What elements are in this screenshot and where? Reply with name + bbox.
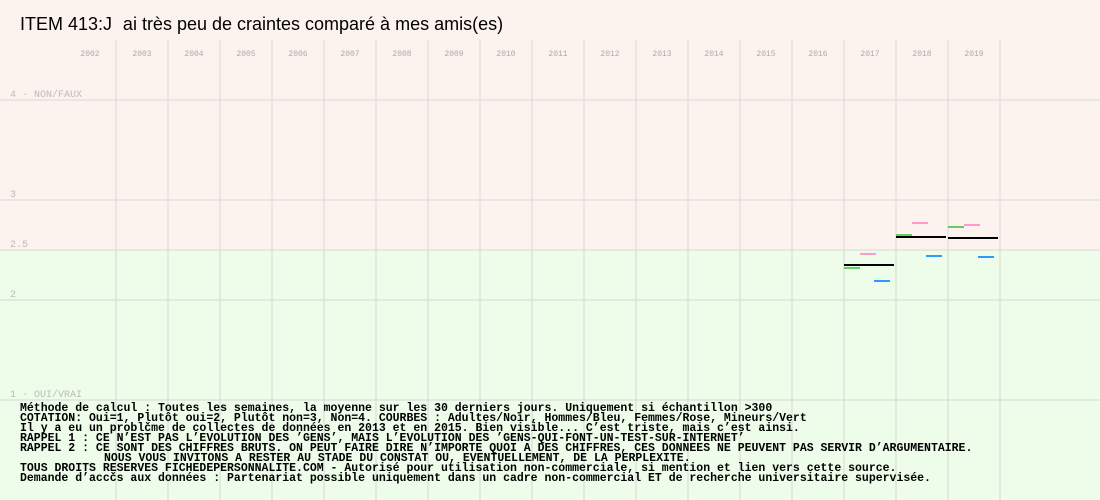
lower-band (0, 250, 1100, 500)
note-line: RAPPEL 1 : CE N’EST PAS L’EVOLUTION DES … (20, 432, 745, 445)
x-tick-label: 2002 (80, 50, 99, 59)
x-tick-label: 2006 (288, 50, 307, 59)
x-tick-label: 2009 (444, 50, 463, 59)
x-tick-label: 2015 (756, 50, 775, 59)
y-tick-label: 4 - NON/FAUX (10, 89, 82, 101)
y-tick-label: 2.5 (10, 240, 28, 251)
x-tick-label: 2017 (860, 50, 879, 59)
x-tick-label: 2019 (964, 50, 983, 59)
note-line: NOUS VOUS INVITONS A RESTER AU STADE DU … (104, 452, 691, 465)
note-line: RAPPEL 2 : CE SONT DES CHIFFRES BRUTS. O… (20, 442, 972, 455)
chart-title: ITEM 413:Jai très peu de craintes compa… (20, 14, 503, 34)
x-tick-label: 2018 (912, 50, 931, 59)
x-tick-label: 2011 (548, 50, 567, 59)
x-tick-label: 2008 (392, 50, 411, 59)
y-tick-label: 3 (10, 190, 16, 201)
x-tick-label: 2004 (184, 50, 203, 59)
y-tick-label: 1 - OUI/VRAI (10, 389, 82, 401)
note-line: COTATION: Oui=1, Plutôt oui=2, Plutôt no… (20, 412, 807, 425)
note-line: Méthode de calcul : Toutes les semaines,… (20, 402, 772, 415)
note-line: Demande d’accčs aux données : Partenaria… (20, 472, 931, 485)
upper-band (0, 0, 1100, 250)
x-tick-label: 2003 (132, 50, 151, 59)
x-tick-label: 2007 (340, 50, 359, 59)
note-line: TOUS DROITS RESERVES FICHEDEPERSONNALITE… (20, 462, 896, 475)
note-line: Il y a eu un problčme de collectes de do… (20, 422, 800, 435)
x-tick-label: 2016 (808, 50, 827, 59)
x-tick-label: 2012 (600, 50, 619, 59)
x-tick-label: 2005 (236, 50, 255, 59)
x-tick-label: 2010 (496, 50, 515, 59)
y-tick-label: 2 (10, 290, 16, 301)
x-tick-label: 2014 (704, 50, 723, 59)
x-tick-label: 2013 (652, 50, 671, 59)
